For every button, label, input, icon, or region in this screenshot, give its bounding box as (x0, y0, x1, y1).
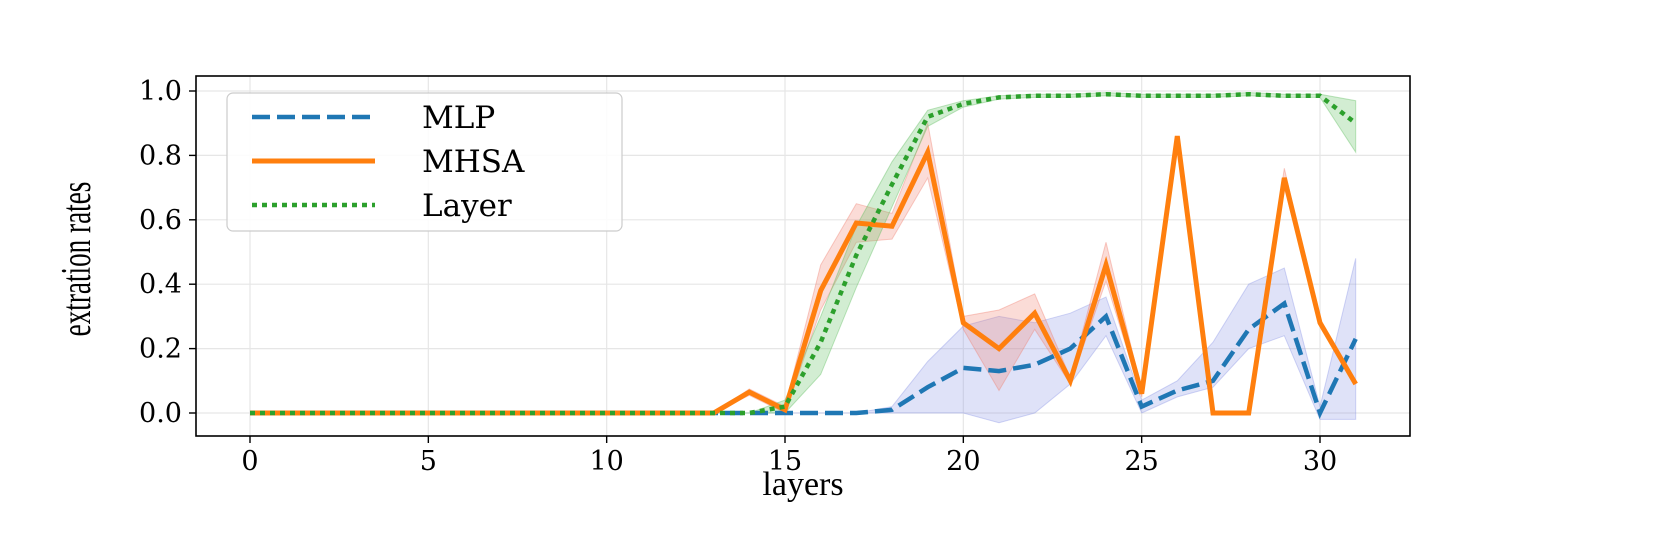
y-tick-label: 0.2 (139, 334, 182, 365)
legend-label-mhsa: MHSA (422, 144, 525, 180)
x-axis-label: layers (762, 466, 843, 503)
series-lines (250, 91, 1358, 420)
axis-ticks: 0 5 10 15 20 25 30 0.0 0.2 0.4 0.6 0.8 1.0 (139, 76, 1337, 477)
x-tick-label: 30 (1303, 446, 1337, 477)
x-tick-label: 25 (1124, 446, 1158, 477)
legend-box (226, 92, 623, 232)
y-tick-label: 1.0 (139, 76, 182, 107)
x-tick-label: 15 (768, 446, 802, 477)
y-tick-label: 0.0 (139, 398, 182, 429)
series-line-layer (250, 91, 1358, 416)
y-axis-label: extration rates (52, 182, 100, 337)
x-tick-label: 5 (420, 446, 437, 477)
x-tick-label: 20 (946, 446, 980, 477)
legend-label-mlp: MLP (422, 100, 495, 136)
legend: MLP MHSA Layer (226, 92, 623, 232)
y-tick-label: 0.4 (139, 269, 182, 300)
legend-label-layer: Layer (422, 188, 512, 224)
x-tick-label: 0 (241, 446, 258, 477)
plot-frame (195, 75, 1411, 437)
x-tick-label: 10 (589, 446, 623, 477)
y-tick-label: 0.8 (139, 140, 182, 171)
y-tick-label: 0.6 (139, 205, 182, 236)
